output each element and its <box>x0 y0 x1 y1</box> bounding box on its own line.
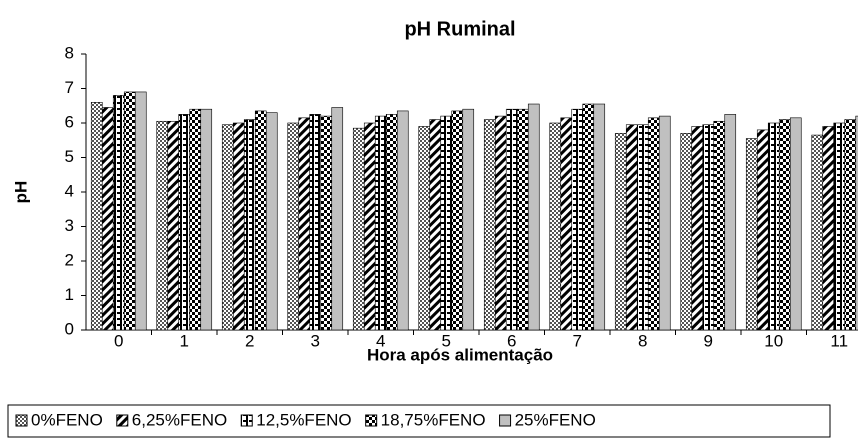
bar <box>418 126 431 331</box>
x-tick-label: 6 <box>507 331 516 350</box>
x-tick-label: 5 <box>442 331 451 350</box>
x-tick-label: 8 <box>638 331 647 350</box>
bar <box>713 120 726 331</box>
legend-box <box>7 404 831 438</box>
y-tick-label: 6 <box>65 112 74 131</box>
bar <box>200 108 213 331</box>
bar <box>691 126 704 331</box>
y-tick-label: 4 <box>65 181 74 200</box>
bar <box>320 115 333 331</box>
x-axis-title: Hora após alimentação <box>367 345 553 364</box>
legend-label: 18,75%FENO <box>381 410 486 429</box>
x-tick-label: 1 <box>180 331 189 350</box>
bar <box>789 117 802 331</box>
x-tick-label: 3 <box>311 331 320 350</box>
y-tick-label: 0 <box>65 319 74 338</box>
x-tick-label: 7 <box>573 331 582 350</box>
y-tick-label: 8 <box>65 43 74 62</box>
bar <box>549 122 562 331</box>
y-tick-label: 1 <box>65 285 74 304</box>
bar <box>614 133 627 331</box>
bar <box>352 127 365 331</box>
bar <box>265 112 278 331</box>
bar <box>636 124 649 331</box>
bar <box>287 122 300 331</box>
bar <box>855 115 858 331</box>
x-tick-label: 11 <box>830 331 848 350</box>
legend-label: 6,25%FENO <box>132 410 227 429</box>
bar <box>593 103 606 331</box>
chart-title: pH Ruminal <box>404 18 515 40</box>
bar <box>101 107 114 331</box>
bar <box>844 119 857 331</box>
legend-label: 0%FENO <box>31 410 103 429</box>
legend-swatch <box>365 414 378 427</box>
bar <box>178 114 191 331</box>
bar <box>516 108 529 331</box>
bar <box>232 122 245 331</box>
bar <box>221 124 234 331</box>
bar <box>331 107 344 331</box>
bar <box>560 117 573 331</box>
bar <box>462 108 475 331</box>
bar <box>680 133 693 331</box>
bar <box>156 120 169 331</box>
bar <box>134 91 147 331</box>
bar <box>440 115 453 331</box>
bar <box>756 129 769 331</box>
bar <box>582 103 595 331</box>
legend-label: 12,5%FENO <box>256 410 351 429</box>
bar <box>571 108 584 331</box>
bar <box>724 114 737 331</box>
legend-swatch <box>499 414 512 427</box>
x-tick-label: 10 <box>764 331 783 350</box>
bar <box>112 95 125 331</box>
y-tick-label: 5 <box>65 147 74 166</box>
bar <box>254 110 267 331</box>
bar <box>811 134 824 331</box>
bar <box>451 110 464 331</box>
y-tick-label: 7 <box>65 78 74 97</box>
y-axis-title: pH <box>11 181 30 204</box>
bar <box>298 117 311 331</box>
bar <box>429 119 442 331</box>
bar <box>527 103 540 331</box>
bar <box>167 120 180 331</box>
bar <box>658 115 671 331</box>
bar <box>505 108 518 331</box>
x-tick-label: 9 <box>704 331 713 350</box>
bar <box>494 115 507 331</box>
bar <box>396 110 409 331</box>
x-tick-label: 0 <box>114 331 123 350</box>
bar <box>767 122 780 331</box>
bar <box>625 124 638 331</box>
x-tick-label: 2 <box>245 331 254 350</box>
bar <box>374 115 387 331</box>
bar <box>309 114 322 331</box>
bar <box>745 138 758 331</box>
y-tick-label: 3 <box>65 216 74 235</box>
bar <box>363 122 376 331</box>
y-tick-label: 2 <box>65 250 74 269</box>
bar <box>702 124 715 331</box>
bar <box>778 119 791 331</box>
bar <box>90 102 103 331</box>
bar <box>483 119 496 331</box>
x-tick-label: 4 <box>376 331 385 350</box>
bar <box>189 108 202 331</box>
bar <box>647 117 660 331</box>
bar <box>822 126 835 331</box>
bar <box>243 119 256 331</box>
legend-swatch <box>15 414 28 427</box>
legend-label: 25%FENO <box>515 410 596 429</box>
bar <box>123 91 136 331</box>
bar <box>385 114 398 331</box>
legend-swatch <box>240 414 253 427</box>
bar <box>833 122 846 331</box>
legend-swatch <box>116 414 129 427</box>
